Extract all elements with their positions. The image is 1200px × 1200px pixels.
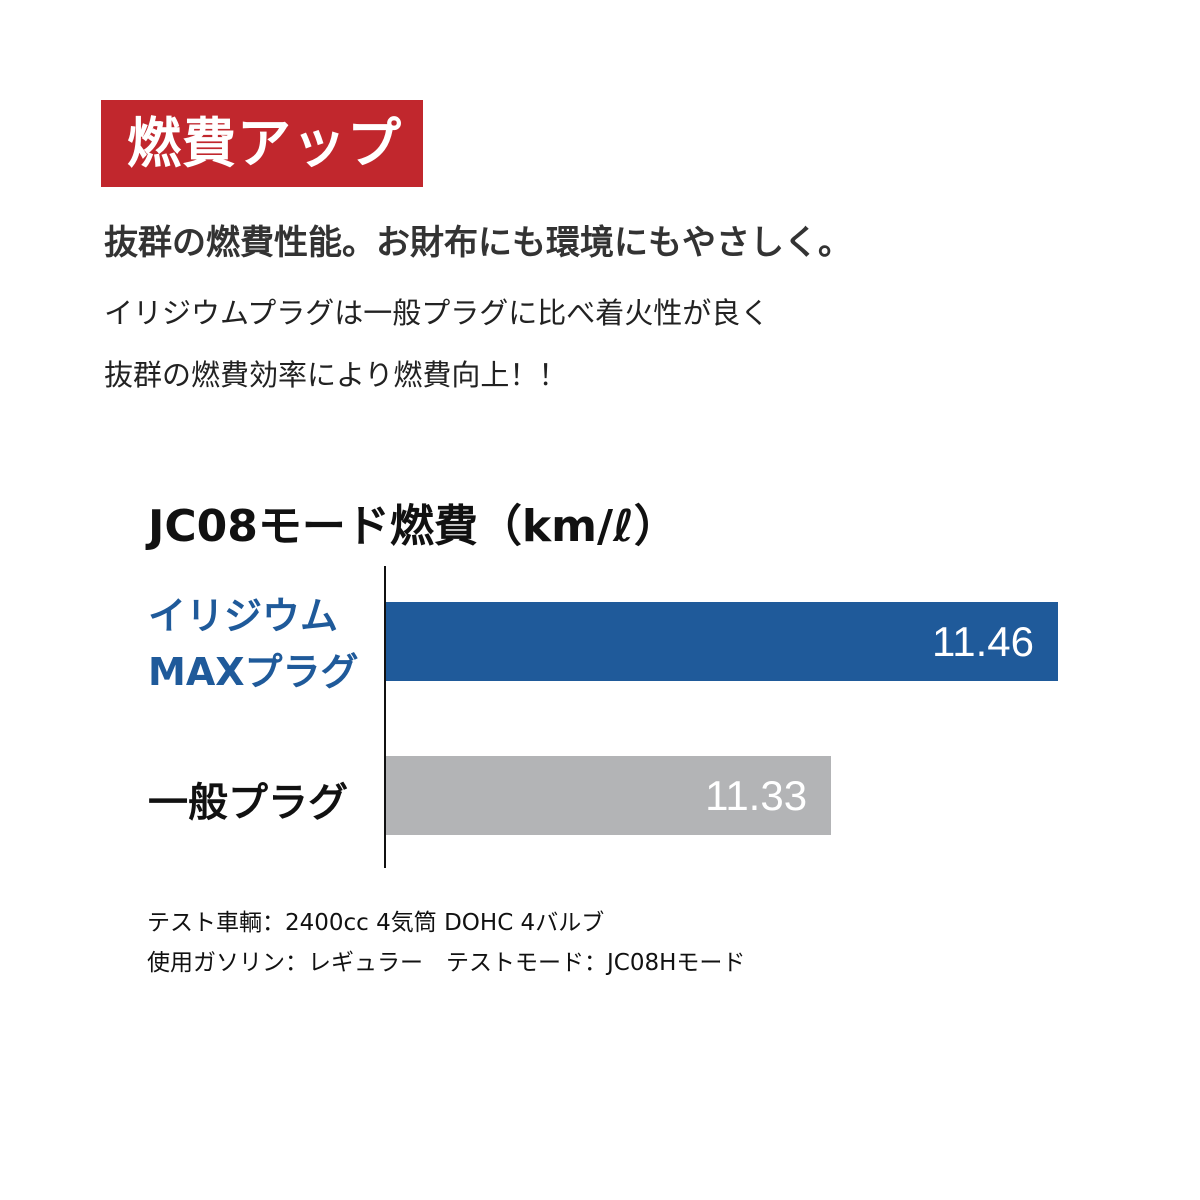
bar-standard-plug: 11.33 xyxy=(386,756,832,835)
chart-title: JC08モード燃費（km/ℓ） xyxy=(148,501,678,552)
bar-iridium-max: 11.46 xyxy=(386,602,1058,681)
chart-axis-line xyxy=(384,566,386,868)
category-label-standard-plug: 一般プラグ xyxy=(148,780,348,826)
headline: 抜群の燃費性能。お財布にも環境にもやさしく。 xyxy=(104,223,852,263)
section-badge: 燃費アップ xyxy=(101,100,423,187)
data-label-standard-plug: 11.33 xyxy=(705,772,808,819)
category-label-iridium-max: イリジウム MAXプラグ xyxy=(148,594,359,694)
body-text-line-2: 抜群の燃費効率により燃費向上！！ xyxy=(104,358,568,392)
body-text-line-1: イリジウムプラグは一般プラグに比べ着火性が良く xyxy=(104,296,770,330)
footnote-test-vehicle: テスト車輌：2400cc 4気筒 DOHC 4バルブ xyxy=(147,910,605,936)
footnote-fuel-mode: 使用ガソリン：レギュラー テストモード：JC08Hモード xyxy=(147,950,746,976)
data-label-iridium-max: 11.46 xyxy=(932,618,1034,665)
